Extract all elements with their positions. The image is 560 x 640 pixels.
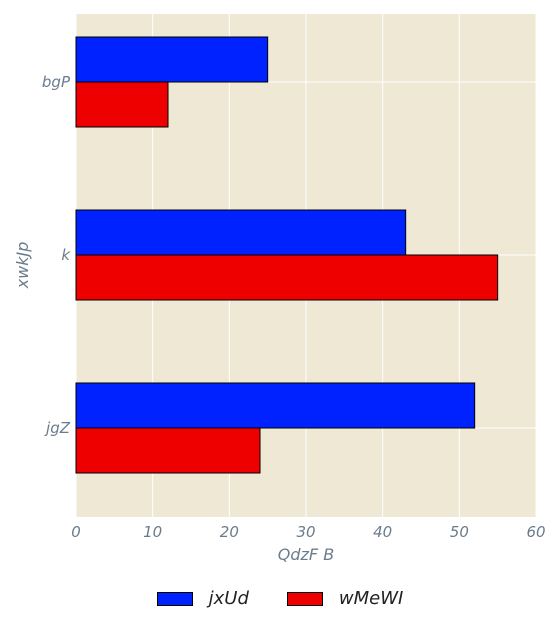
- legend-swatch-series-1: [156, 591, 193, 606]
- legend-label-series-1: jxUd: [208, 588, 249, 609]
- y-tick-label: k: [61, 246, 71, 264]
- bar-1-bgP: [75, 36, 269, 83]
- x-tick-label: 20: [220, 523, 239, 541]
- legend-label-series-2: wMeWI: [338, 588, 404, 609]
- bar-chart: 0 10 20 30 40 50 60 bgP k jgZ QdzF B xwkJp: [13, 14, 546, 564]
- y-tick-label: jgZ: [44, 419, 71, 437]
- x-tick-label: 0: [71, 523, 81, 541]
- x-tick-labels: 0 10 20 30 40 50 60: [71, 523, 545, 541]
- y-tick-labels: bgP k jgZ: [42, 73, 71, 437]
- legend-swatch-series-2: [286, 591, 323, 606]
- bar-2-jgZ: [75, 427, 261, 474]
- x-tick-label: 30: [296, 523, 315, 541]
- bar-2-k: [75, 254, 499, 301]
- x-tick-label: 50: [450, 523, 469, 541]
- x-tick-label: 60: [526, 523, 545, 541]
- y-axis-label: xwkJp: [13, 242, 32, 290]
- bar-2-bgP: [75, 81, 169, 128]
- x-tick-label: 10: [143, 523, 162, 541]
- legend-item-series-2: wMeWI: [286, 588, 404, 609]
- y-tick-label: bgP: [42, 73, 71, 91]
- x-tick-label: 40: [373, 523, 392, 541]
- bar-1-jgZ: [75, 382, 476, 429]
- bars: [75, 36, 499, 474]
- bar-1-k: [75, 209, 407, 256]
- legend-item-series-1: jxUd: [156, 588, 249, 609]
- x-axis-label: QdzF B: [278, 545, 334, 564]
- legend: jxUd wMeWI: [0, 588, 560, 609]
